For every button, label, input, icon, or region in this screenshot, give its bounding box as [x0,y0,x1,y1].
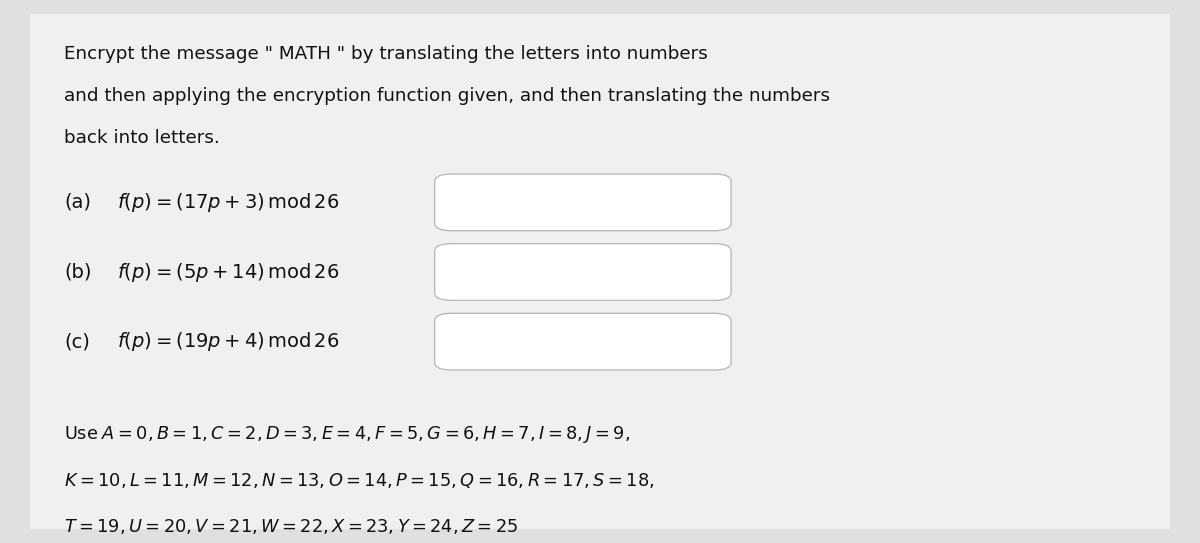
Text: $T = 19, U = 20, V = 21, W = 22, X = 23, Y = 24, Z = 25$: $T = 19, U = 20, V = 21, W = 22, X = 23,… [64,517,518,536]
Text: $f(p) = (17p + 3)\,\mathrm{mod}\,26$: $f(p) = (17p + 3)\,\mathrm{mod}\,26$ [116,191,338,214]
Text: (a): (a) [64,193,91,212]
FancyBboxPatch shape [434,174,731,231]
FancyBboxPatch shape [30,14,1170,529]
FancyBboxPatch shape [434,244,731,300]
Text: (c): (c) [64,332,90,351]
Text: Encrypt the message " MATH " by translating the letters into numbers: Encrypt the message " MATH " by translat… [64,45,708,62]
Text: $\mathrm{Use}\; A = 0, B = 1, C = 2, D = 3, E = 4, F = 5, G = 6, H = 7, I = 8, J: $\mathrm{Use}\; A = 0, B = 1, C = 2, D =… [64,424,630,445]
Text: back into letters.: back into letters. [64,129,220,147]
Text: and then applying the encryption function given, and then translating the number: and then applying the encryption functio… [64,87,830,105]
Text: (b): (b) [64,262,91,281]
Text: $K = 10, L = 11, M = 12, N = 13, O = 14, P = 15, Q = 16, R = 17, S = 18,$: $K = 10, L = 11, M = 12, N = 13, O = 14,… [64,471,655,490]
Text: $f(p) = (5p + 14)\,\mathrm{mod}\,26$: $f(p) = (5p + 14)\,\mathrm{mod}\,26$ [116,261,338,283]
Text: $f(p) = (19p + 4)\,\mathrm{mod}\,26$: $f(p) = (19p + 4)\,\mathrm{mod}\,26$ [116,330,338,353]
FancyBboxPatch shape [434,313,731,370]
